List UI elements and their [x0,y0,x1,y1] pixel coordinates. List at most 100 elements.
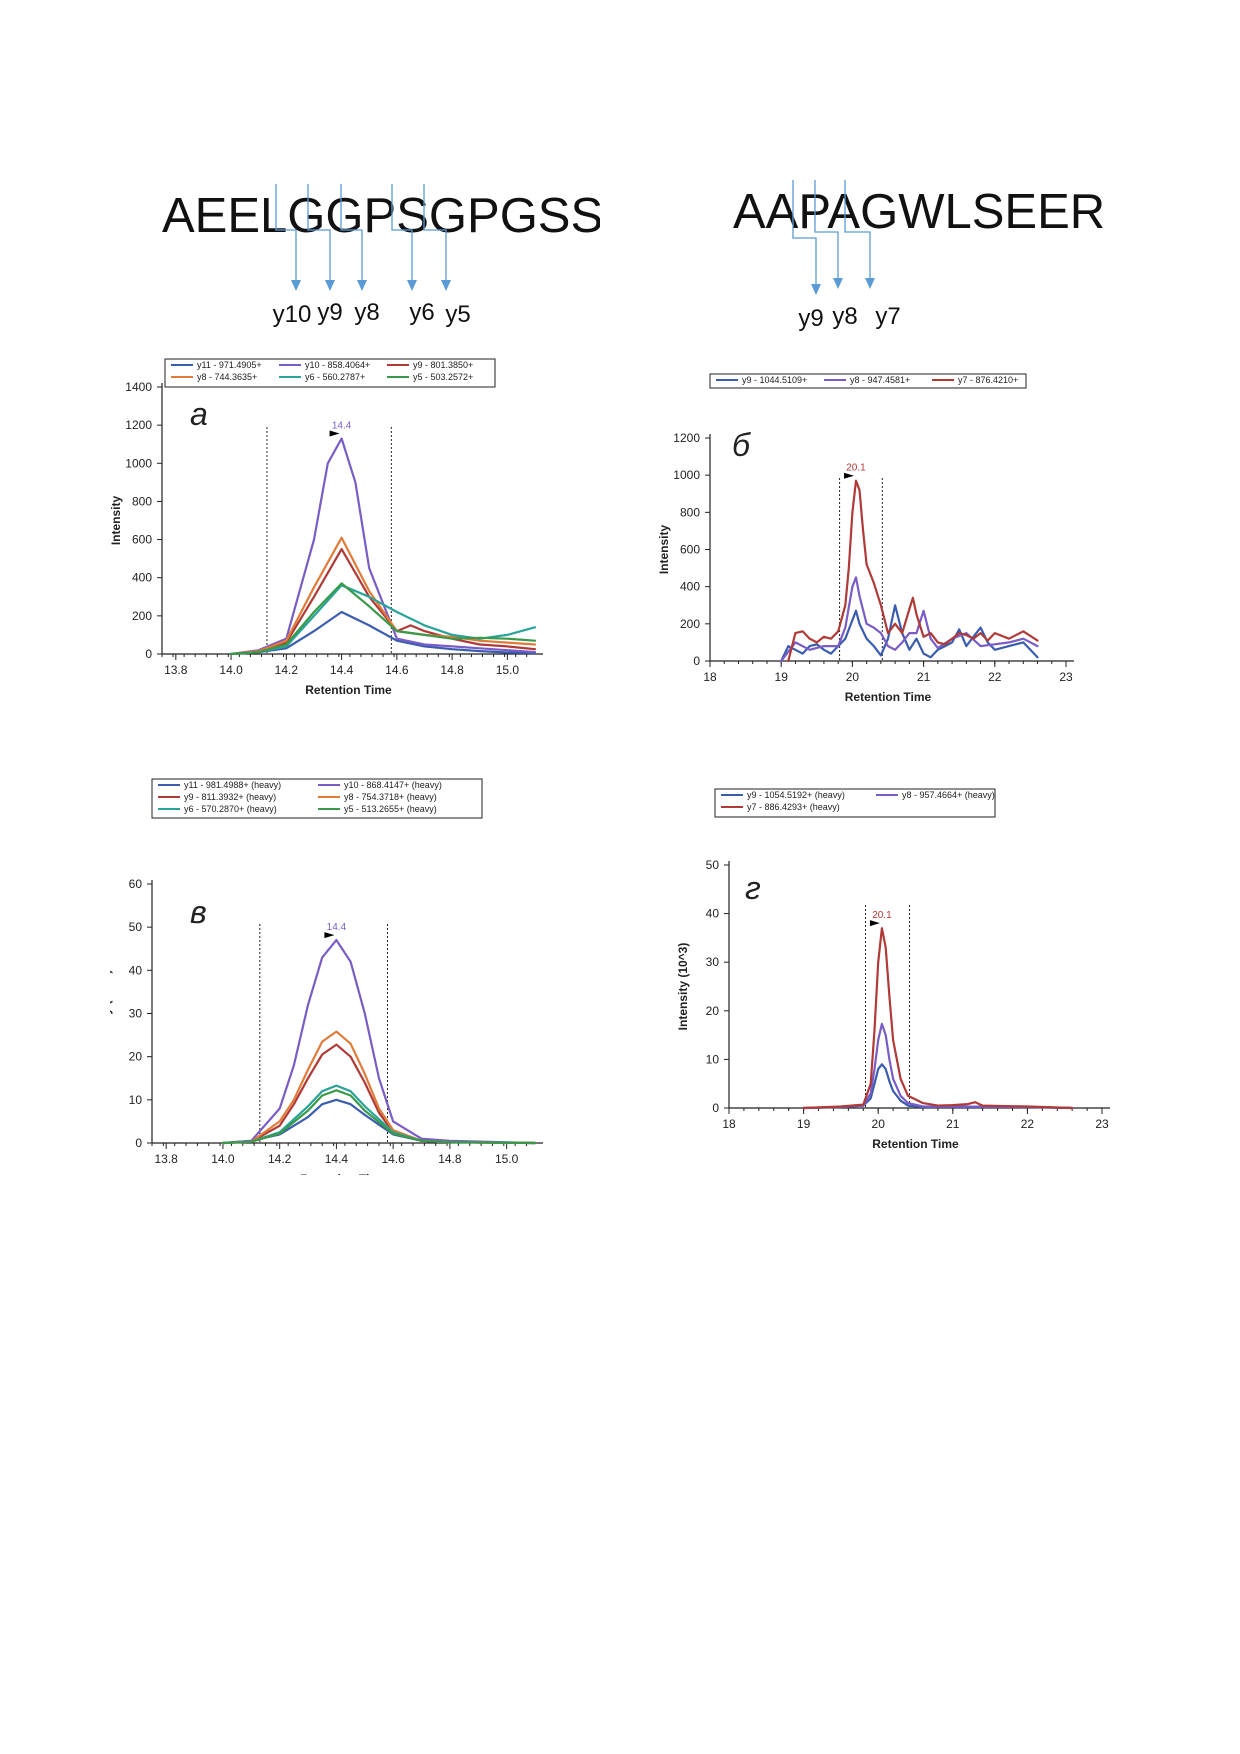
x-tick-label: 20 [846,670,860,684]
x-tick-label: 15.0 [495,1152,519,1166]
y-axis-title: Intensity [657,525,671,575]
legend-label: y10 - 858.4064+ [305,360,370,370]
y-tick-label: 1200 [125,418,152,432]
peptide-2-arrowheads [811,278,875,295]
y-tick-label: 40 [129,963,143,977]
chart-body: y11 - 971.4905+ y10 - 858.4064+ y9 - 801.3… [110,359,543,697]
legend-label: y7 - 876.4210+ [958,375,1018,385]
y-axis-title: Intensity (10^3) [676,943,690,1031]
x-tick-label: 19 [797,1117,811,1131]
y-tick-label: 20 [706,1004,720,1018]
apex-label: 20.1 [846,463,866,474]
x-tick-label: 22 [988,670,1002,684]
x-tick-label: 14.6 [381,1152,405,1166]
legend-label: y6 - 570.2870+ (heavy) [184,804,277,814]
y-tick-label: 200 [680,617,700,631]
y-tick-label: 50 [129,920,143,934]
x-tick-label: 23 [1059,670,1073,684]
x-tick-label: 18 [722,1117,736,1131]
x-tick-label: 14.0 [211,1152,235,1166]
panel-letter: г [745,870,761,906]
y-tick-label: 400 [680,580,700,594]
peptide-1-arrowheads [291,280,451,291]
y-tick-label: 0 [135,1136,142,1150]
legend: y11 - 971.4905+ y10 - 858.4064+ y9 - 801.3… [165,359,495,387]
y-tick-label: 10 [129,1093,143,1107]
legend-label: y8 - 947.4581+ [850,375,910,385]
peptide-diagram-2: AAPAGWLSEER y9 y8 y7 [720,168,1120,338]
ion-label: y10 [273,301,312,328]
legend-label: y11 - 971.4905+ [197,360,262,370]
series-line [804,928,1073,1108]
series-line [804,1024,1073,1108]
y-tick-label: 50 [706,858,720,872]
peptide-2-sequence: AAPAGWLSEER [733,185,1105,239]
legend-label: y9 - 811.3932+ (heavy) [184,792,276,802]
x-axis-title: Retention Time [305,683,392,697]
peptide-1-svg: AEELGGPSGPGSSR y10 y9 y8 y6 y5 [150,170,600,330]
legend-label: y8 - 957.4664+ (heavy) [902,790,995,800]
legend: y9 - 1044.5109+ y8 - 947.4581+ y7 - 876.42… [710,374,1026,388]
panel-letter: б [732,427,751,463]
y-axis-title: Intensity (10^3) [110,970,113,1058]
ion-label: y9 [317,299,342,326]
x-tick-label: 15.0 [496,663,520,677]
legend-label: y6 - 560.2787+ [305,372,365,382]
x-tick-label: 21 [946,1117,960,1131]
legend-label: y7 - 886.4293+ (heavy) [747,802,840,812]
y-tick-label: 1400 [125,380,152,394]
y-axis-title: Intensity [110,496,123,546]
x-tick-label: 14.8 [440,663,464,677]
x-axis-title: Retention Time [845,690,932,704]
y-tick-label: 40 [706,907,720,921]
peptide-2-svg: AAPAGWLSEER y9 y8 y7 [720,168,1120,338]
y-tick-label: 60 [129,877,143,891]
legend-label: y9 - 1054.5192+ (heavy) [747,790,845,800]
legend-label: y9 - 801.3850+ [413,360,473,370]
y-tick-label: 30 [129,1007,143,1021]
chart-body: y9 - 1044.5109+ y8 - 947.4581+ y7 - 876.42… [657,374,1074,704]
x-tick-label: 18 [703,670,717,684]
apex-label: 14.4 [332,420,352,431]
x-tick-label: 13.8 [164,663,188,677]
legend-label: y11 - 981.4988+ (heavy) [184,780,281,790]
x-axis-title: Retention Time [300,1172,387,1175]
x-tick-label: 14.6 [385,663,409,677]
series-line [231,439,535,655]
chart-panel-c: y11 - 981.4988+ (heavy) y10 - 868.4147+ (… [110,775,610,1175]
y-tick-label: 1000 [673,468,700,482]
legend: y9 - 1054.5192+ (heavy) y8 - 957.4664+ (h… [715,789,995,817]
series-line [804,1064,1073,1108]
legend-label: y9 - 1044.5109+ [742,375,807,385]
legend-label: y5 - 513.2655+ (heavy) [344,804,437,814]
y-tick-label: 0 [145,647,152,661]
legend-label: y8 - 744.3635+ [197,372,257,382]
x-tick-label: 22 [1021,1117,1035,1131]
x-tick-label: 13.8 [155,1152,179,1166]
y-tick-label: 400 [132,571,152,585]
ion-label: y8 [354,299,379,326]
peptide-1-sequence: AEELGGPSGPGSSR [162,189,600,243]
panel-letter: а [190,396,208,432]
y-tick-label: 20 [129,1050,143,1064]
peptide-diagram-1: AEELGGPSGPGSSR y10 y9 y8 y6 y5 [150,170,600,330]
ion-label: y8 [832,303,857,330]
ion-label: y5 [445,301,470,328]
ion-label: y6 [409,299,434,326]
y-tick-label: 800 [132,494,152,508]
panel-letter: в [190,894,207,930]
x-tick-label: 23 [1095,1117,1109,1131]
x-tick-label: 20 [872,1117,886,1131]
chart-panel-d: y9 - 1054.5192+ (heavy) y8 - 957.4664+ (h… [665,785,1115,1170]
ion-label: y9 [798,305,823,332]
x-tick-label: 14.0 [219,663,243,677]
y-tick-label: 600 [132,533,152,547]
x-tick-label: 14.2 [275,663,299,677]
legend-label: y5 - 503.2572+ [413,372,473,382]
y-tick-label: 1000 [125,456,152,470]
x-tick-label: 14.8 [438,1152,462,1166]
chart-body: y9 - 1054.5192+ (heavy) y8 - 957.4664+ (h… [676,789,1110,1151]
chart-panel-b: y9 - 1044.5109+ y8 - 947.4581+ y7 - 876.42… [652,370,1102,755]
x-tick-label: 14.4 [325,1152,349,1166]
x-tick-label: 14.4 [330,663,354,677]
